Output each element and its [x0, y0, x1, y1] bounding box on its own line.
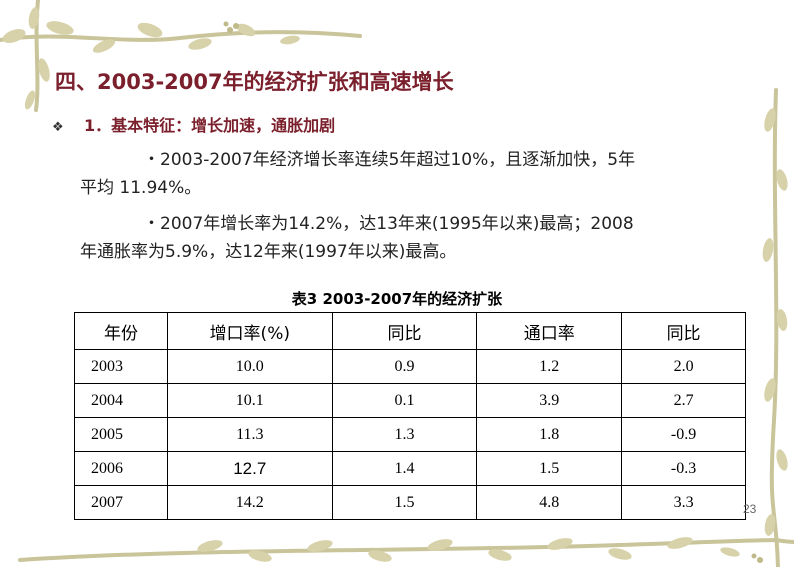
table-row: 2003 10.0 0.9 1.2 2.0: [74, 349, 746, 384]
economic-expansion-table: 年份 增口率(%) 同比 通口率 同比 2003 10.0 0.9 1.2 2.…: [74, 312, 746, 520]
header-inflation-yoy: 同比: [621, 312, 746, 350]
cell-year: 2006: [74, 451, 168, 486]
cell-growth-rate: 10.0: [166, 349, 333, 384]
section-heading: 四、2003-2007年的经济扩张和高速增长: [55, 70, 454, 94]
cell-inflation-yoy: 3.3: [621, 485, 746, 520]
cell-growth-rate: 11.3: [166, 417, 333, 452]
header-year: 年份: [74, 312, 168, 350]
cell-year: 2007: [74, 485, 168, 520]
cell-year: 2003: [74, 349, 168, 384]
cell-growth-rate: 10.1: [166, 383, 333, 418]
paragraph-inflation-line2: 年通胀率为5.9%，达12年来(1997年以来)最高。: [80, 242, 457, 262]
cell-growth-yoy: 0.1: [331, 383, 478, 418]
paragraph-growth: ・2003-2007年经济增长率连续5年超过10%，且逐渐加快，5年 平均 11…: [80, 146, 770, 202]
diamond-bullet-icon: ❖: [52, 120, 64, 135]
cell-inflation-yoy: 2.7: [621, 383, 746, 418]
paragraph-inflation: ・2007年增长率为14.2%，达13年来(1995年以来)最高；2008 年通…: [80, 210, 770, 266]
cell-inflation-rate: 4.8: [476, 485, 623, 520]
cell-growth-yoy: 1.3: [331, 417, 478, 452]
table-row: 2006 12.7 1.4 1.5 -0.3: [74, 451, 746, 486]
cell-inflation-rate: 1.2: [476, 349, 623, 384]
cell-inflation-rate: 3.9: [476, 383, 623, 418]
cell-inflation-rate: 1.5: [476, 451, 623, 486]
table-row: 2004 10.1 0.1 3.9 2.7: [74, 383, 746, 418]
header-growth-yoy: 同比: [331, 312, 478, 350]
cell-year: 2005: [74, 417, 168, 452]
feature-bullet: ❖ 1．基本特征：增长加速，通胀加剧: [52, 112, 335, 136]
cell-inflation-rate: 1.8: [476, 417, 623, 452]
table-row: 2005 11.3 1.3 1.8 -0.9: [74, 417, 746, 452]
cell-growth-rate: 14.2: [166, 485, 333, 520]
header-growth-rate: 增口率(%): [166, 312, 333, 350]
table-header-row: 年份 增口率(%) 同比 通口率 同比: [74, 312, 746, 350]
paragraph-growth-line2: 平均 11.94%。: [80, 178, 202, 198]
feature-bullet-text: 1．基本特征：增长加速，通胀加剧: [84, 116, 336, 135]
cell-inflation-yoy: 2.0: [621, 349, 746, 384]
table-caption: 表3 2003-2007年的经济扩张: [291, 290, 503, 308]
cell-year: 2004: [74, 383, 168, 418]
cell-growth-yoy: 1.5: [331, 485, 478, 520]
cell-inflation-yoy: -0.9: [621, 417, 746, 452]
paragraph-inflation-line1: ・2007年增长率为14.2%，达13年来(1995年以来)最高；2008: [143, 214, 634, 234]
page-number: 23: [743, 502, 757, 516]
cell-growth-yoy: 1.4: [331, 451, 478, 486]
table-row: 2007 14.2 1.5 4.8 3.3: [74, 485, 746, 520]
paragraph-growth-line1: ・2003-2007年经济增长率连续5年超过10%，且逐渐加快，5年: [143, 150, 636, 170]
cell-inflation-yoy: -0.3: [621, 451, 746, 486]
cell-growth-yoy: 0.9: [331, 349, 478, 384]
cell-growth-rate: 12.7: [166, 451, 333, 486]
header-inflation-rate: 通口率: [476, 312, 623, 350]
